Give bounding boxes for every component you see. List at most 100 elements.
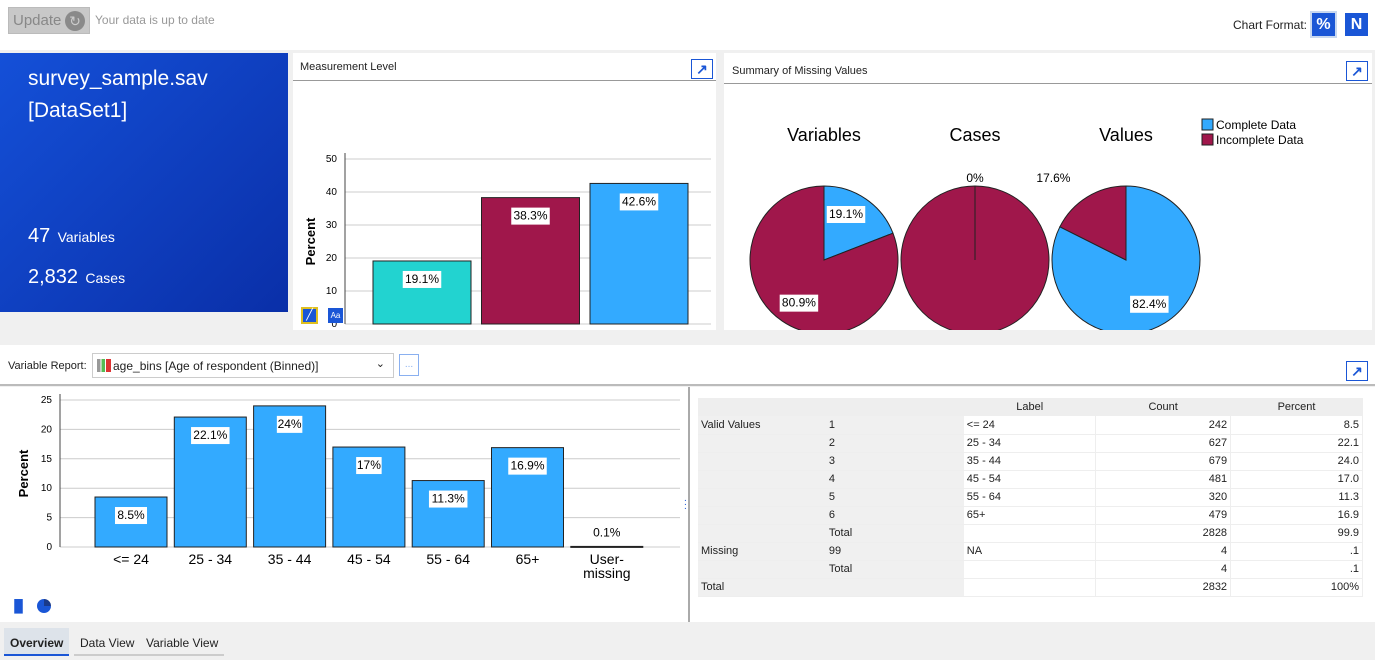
data-label: 42.6% xyxy=(622,194,656,208)
tab-overview[interactable]: Overview xyxy=(4,628,70,656)
table-cell: Valid Values xyxy=(698,416,826,435)
table-cell: 45 - 54 xyxy=(963,470,1097,489)
data-label: 17% xyxy=(357,458,381,472)
table-cell: 679 xyxy=(1095,452,1232,471)
x-tick-label: missing xyxy=(583,565,630,581)
table-cell: 6 xyxy=(825,506,964,525)
data-label-bg xyxy=(428,490,468,508)
measurement-level-chart: 0 10 20 30 40 50 Percent 19.1% Scale 38.3% Ordinal… xyxy=(303,153,711,330)
data-label-bg xyxy=(115,507,147,525)
dataset-name: [DataSet1] xyxy=(28,99,128,122)
tab-variable-view[interactable]: Variable View xyxy=(140,628,225,656)
table-cell xyxy=(698,452,826,471)
data-label-bg xyxy=(590,524,623,542)
percent-format-button[interactable]: % xyxy=(1312,13,1335,36)
nominal-variable-icon xyxy=(97,359,111,372)
missing-values-chart: Variables19.1%80.9%Cases0%100%Values82.4… xyxy=(749,118,1304,330)
table-cell xyxy=(698,560,826,579)
data-label: 24% xyxy=(278,417,302,431)
popout-icon[interactable]: ↗ xyxy=(1346,61,1368,81)
bar xyxy=(411,480,485,548)
pie-chart-icon[interactable] xyxy=(37,599,51,613)
pie-title: Variables xyxy=(787,125,861,145)
table-cell: Missing xyxy=(698,542,826,561)
column-header xyxy=(825,398,964,416)
table-cell: 24.0 xyxy=(1230,452,1363,471)
table-cell: 320 xyxy=(1095,488,1232,507)
status-text: Your data is up to date xyxy=(95,13,215,27)
dataset-summary: survey_sample.sav [DataSet1] 47 Variable… xyxy=(0,53,288,312)
chart-edit-icon[interactable]: ╱ xyxy=(301,307,318,324)
data-label: 17.6% xyxy=(1036,171,1070,185)
table-row: 3 35 - 44 679 24.0 xyxy=(698,452,1363,471)
x-tick-label: 65+ xyxy=(516,551,540,567)
y-tick-label: 20 xyxy=(326,253,338,264)
y-tick-label: 40 xyxy=(326,187,338,198)
table-row: Total 2828 99.9 xyxy=(698,524,1363,543)
table-cell: 2 xyxy=(825,434,964,453)
popout-icon[interactable]: ↗ xyxy=(1346,361,1368,381)
y-tick-label: 30 xyxy=(326,220,338,231)
data-label-bg xyxy=(402,270,442,288)
age-bins-chart: 0 5 10 15 20 25 Percent 8.5% <= 24 22.1% 25 - 34 24… xyxy=(16,394,680,581)
table-cell xyxy=(825,578,964,597)
x-tick-label: 25 - 34 xyxy=(189,551,233,567)
table-cell xyxy=(963,524,1097,543)
table-cell: 25 - 34 xyxy=(963,434,1097,453)
data-label-bg xyxy=(619,193,659,211)
table-cell xyxy=(698,470,826,489)
y-tick-label: 15 xyxy=(41,454,53,465)
legend-swatch xyxy=(1201,133,1214,146)
bar-chart-icon[interactable]: ▐▌ xyxy=(10,599,28,613)
table-cell: 4 xyxy=(1095,560,1232,579)
table-cell: 479 xyxy=(1095,506,1232,525)
table-cell: Total xyxy=(825,560,964,579)
cases-label: Cases xyxy=(85,270,126,286)
table-cell: .1 xyxy=(1230,560,1363,579)
y-tick-label: 50 xyxy=(326,154,338,165)
variable-report-bar: Variable Report: age_bins [Age of respon… xyxy=(0,345,1375,386)
variable-select[interactable]: age_bins [Age of respondent (Binned)] ⌄ xyxy=(92,353,394,378)
table-cell xyxy=(698,434,826,453)
table-cell: 11.3 xyxy=(1230,488,1363,507)
data-label: 82.4% xyxy=(1132,297,1166,311)
table-cell: 99 xyxy=(825,542,964,561)
y-tick-label: 20 xyxy=(41,424,53,435)
popout-icon[interactable]: ↗ xyxy=(691,59,713,79)
legend-label: Complete Data xyxy=(1216,118,1296,132)
y-tick-label: 10 xyxy=(326,286,338,297)
table-cell: 22.1 xyxy=(1230,434,1363,453)
splitter-handle[interactable]: ... xyxy=(684,493,687,512)
chart-text-icon[interactable]: Aa xyxy=(328,308,343,323)
data-label-bg xyxy=(191,427,230,445)
x-tick-label: Ordinal xyxy=(508,328,553,330)
data-label-bg xyxy=(508,457,547,475)
table-cell: 242 xyxy=(1095,416,1232,435)
table-row: Valid Values 1 <= 24 242 8.5 xyxy=(698,416,1363,435)
data-label: 8.5% xyxy=(117,508,145,522)
table-row: 5 55 - 64 320 11.3 xyxy=(698,488,1363,507)
table-cell: 2828 xyxy=(1095,524,1232,543)
x-tick-label: Scale xyxy=(404,328,439,330)
more-button[interactable]: ... xyxy=(399,354,419,376)
data-label-bg xyxy=(511,207,550,225)
table-cell: 99.9 xyxy=(1230,524,1363,543)
data-label-bg xyxy=(356,457,382,475)
legend-swatch xyxy=(1201,118,1214,131)
update-label: Update xyxy=(13,12,62,29)
refresh-icon: ↻ xyxy=(65,11,85,31)
x-tick-label: 35 - 44 xyxy=(268,551,312,567)
count-format-button[interactable]: N xyxy=(1345,13,1368,36)
data-label-bg xyxy=(779,294,819,312)
table-row: Total 4.1 xyxy=(698,560,1363,579)
table-cell: 17.0 xyxy=(1230,470,1363,489)
update-button[interactable]: Update ↻ xyxy=(8,7,90,34)
y-tick-label: 10 xyxy=(41,483,53,494)
measurement-level-panel: Measurement Level ↗ 0 10 20 30 40 50 Percent 19… xyxy=(293,53,716,330)
x-tick-label: 55 - 64 xyxy=(426,551,470,567)
pie-slice xyxy=(749,185,899,330)
panel-title: Measurement Level xyxy=(300,61,397,73)
table-cell xyxy=(698,488,826,507)
tab-data-view[interactable]: Data View xyxy=(74,628,141,656)
data-label: 16.9% xyxy=(510,459,544,473)
